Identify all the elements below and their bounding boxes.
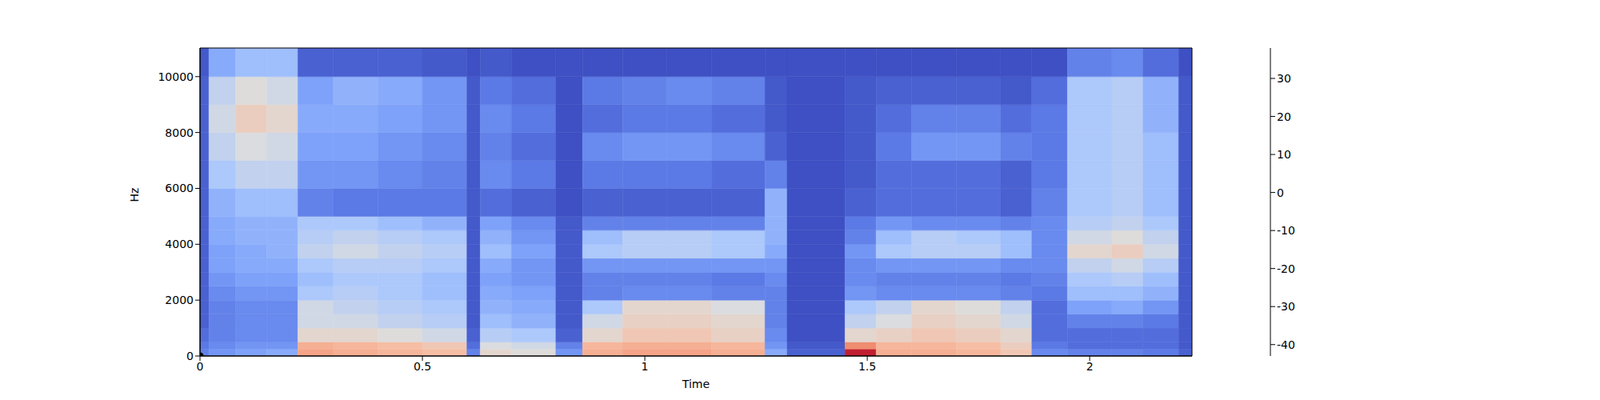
svg-text:Hz: Hz — [128, 188, 141, 203]
svg-text:1.5: 1.5 — [858, 360, 876, 373]
svg-text:0.5: 0.5 — [413, 360, 432, 373]
svg-text:-30: -30 — [1276, 300, 1296, 313]
svg-text:0: 0 — [1276, 186, 1284, 200]
svg-text:0: 0 — [196, 360, 204, 373]
svg-text:1: 1 — [641, 360, 649, 373]
svg-text:10: 10 — [1276, 148, 1292, 161]
svg-text:6000: 6000 — [164, 181, 194, 195]
svg-text:-40: -40 — [1276, 338, 1296, 352]
svg-text:0: 0 — [186, 349, 194, 363]
svg-text:2000: 2000 — [164, 293, 194, 307]
svg-text:20: 20 — [1276, 110, 1292, 124]
svg-text:30: 30 — [1276, 72, 1292, 85]
svg-text:-20: -20 — [1276, 262, 1296, 276]
svg-text:10000: 10000 — [157, 70, 194, 84]
svg-text:4000: 4000 — [164, 237, 194, 251]
svg-text:2: 2 — [1086, 360, 1094, 373]
svg-text:-10: -10 — [1276, 224, 1296, 237]
svg-text:Time: Time — [681, 377, 710, 391]
svg-text:8000: 8000 — [164, 126, 194, 140]
